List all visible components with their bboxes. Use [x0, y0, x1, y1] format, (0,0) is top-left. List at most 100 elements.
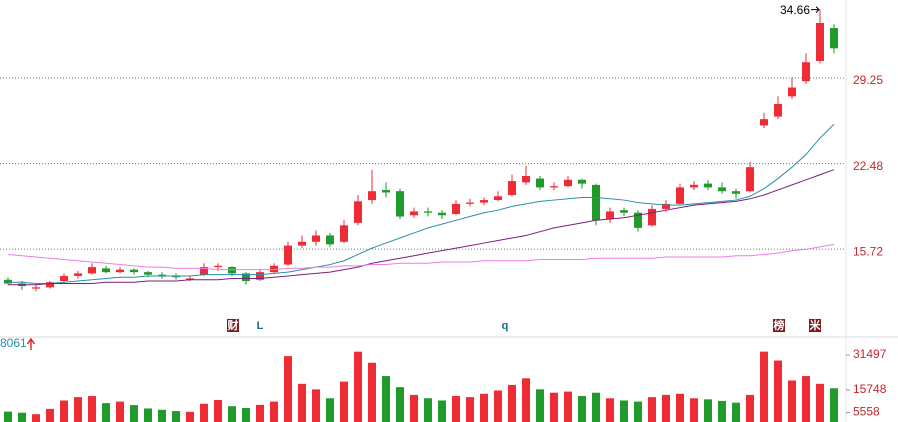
volume-bar: [298, 383, 306, 422]
candle-body: [144, 272, 152, 275]
candle-body: [424, 211, 432, 213]
candle-body: [396, 191, 404, 217]
candle-body: [312, 235, 320, 242]
volume-bar: [200, 403, 208, 422]
volume-bar: [74, 397, 82, 422]
candle-body: [130, 269, 138, 273]
volume-bar: [60, 400, 68, 422]
candle-body: [354, 201, 362, 223]
volume-bar: [144, 408, 152, 422]
volume-bar: [788, 380, 796, 422]
volume-bar: [4, 411, 12, 422]
candle-body: [760, 119, 768, 126]
volume-bar: [564, 391, 572, 422]
volume-bar: [760, 351, 768, 422]
volume-bar: [830, 388, 838, 422]
marker-box: [809, 319, 821, 332]
candle-body: [522, 176, 530, 183]
volume-bar: [172, 411, 180, 422]
candle-body: [480, 200, 488, 203]
volume-bar: [382, 376, 390, 422]
candle-body: [172, 275, 180, 278]
candle-body: [648, 208, 656, 226]
volume-bar: [634, 401, 642, 422]
marker: 米: [809, 318, 822, 332]
candle-body: [690, 184, 698, 188]
volume-bar: [270, 401, 278, 422]
candle-body: [564, 179, 572, 187]
candle-body: [634, 212, 642, 228]
candle-body: [606, 211, 614, 220]
candle-body: [550, 186, 558, 188]
marker: 财: [227, 318, 239, 332]
candle-body: [284, 245, 292, 265]
candle-body: [410, 211, 418, 216]
candle-body: [186, 278, 194, 280]
candle-body: [74, 273, 82, 276]
candle-body: [214, 265, 222, 268]
candle-body: [774, 103, 782, 117]
volume-bar: [438, 400, 446, 422]
volume-bar: [130, 405, 138, 422]
candle-body: [732, 191, 740, 194]
y-tick-label: 29.25: [853, 73, 883, 87]
candle-body: [116, 269, 124, 273]
volume-bar: [340, 381, 348, 422]
candle-body: [270, 265, 278, 273]
candle-body: [466, 202, 474, 204]
moving-average: [8, 123, 835, 285]
marker: q: [502, 320, 509, 332]
candle-body: [4, 279, 12, 284]
volume-bar: [46, 408, 54, 422]
volume-bar: [186, 411, 194, 422]
candle-body: [578, 179, 586, 184]
candle-body: [32, 287, 40, 289]
moving-average: [7, 243, 835, 271]
volume-bar: [466, 397, 474, 422]
candle-body: [88, 267, 96, 274]
volume-bar: [536, 389, 544, 422]
volume-bar: [662, 394, 670, 422]
volume-bar: [158, 409, 166, 422]
candle-body: [830, 28, 838, 49]
y-tick-label: 22.48: [853, 159, 883, 173]
volume-bar: [368, 362, 376, 422]
candle-body: [158, 274, 166, 276]
volume-bar: [242, 408, 250, 422]
candle-body: [102, 268, 110, 273]
volume-bar: [88, 396, 96, 422]
marker-box: [227, 319, 239, 332]
volume-arrow: [26, 337, 36, 350]
volume-bar: [802, 376, 810, 422]
candle-body: [536, 178, 544, 188]
volume-bar: [326, 398, 334, 422]
volume-bar: [480, 393, 488, 422]
volume-bar: [550, 392, 558, 422]
volume-label: 8061: [0, 336, 27, 350]
volume-bar: [522, 378, 530, 422]
volume-bar: [578, 396, 586, 422]
candle-body: [256, 272, 264, 280]
candle-body: [816, 23, 824, 61]
candle-body: [438, 212, 446, 216]
candle-body: [592, 184, 600, 221]
candle-body: [242, 273, 250, 282]
volume-bar: [732, 402, 740, 422]
volume-bar: [676, 393, 684, 422]
high-label: 34.66: [780, 3, 810, 17]
candle-body: [298, 241, 306, 246]
volume-tick-label: 31497: [853, 347, 887, 361]
candle-body: [60, 275, 68, 282]
volume-bar: [284, 356, 292, 422]
volume-bar: [452, 396, 460, 422]
volume-bar: [508, 384, 516, 422]
volume-bar: [648, 397, 656, 422]
volume-bar: [102, 403, 110, 422]
candle-body: [326, 235, 334, 245]
volume-bar: [816, 383, 824, 422]
volume-bar: [18, 412, 26, 422]
volume-bar: [256, 404, 264, 422]
volume-bar: [620, 400, 628, 422]
candle-body: [200, 267, 208, 275]
